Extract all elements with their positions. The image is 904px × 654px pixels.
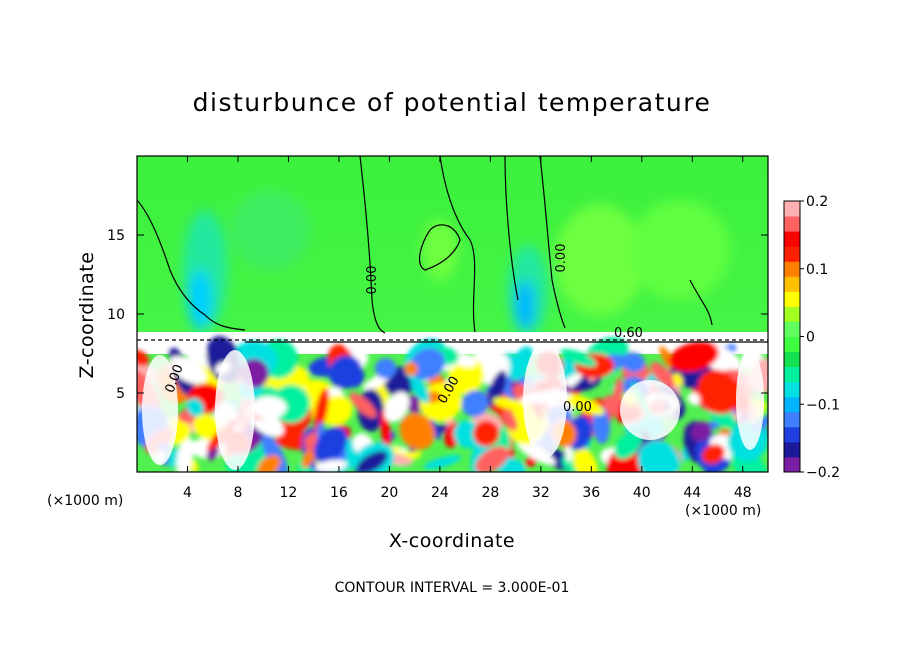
upper-layer-anomalies [183,190,730,335]
x-tick-label: 32 [532,485,550,501]
lower-layer-cell [523,342,567,458]
colorbar-segment [784,426,800,443]
x-tick-label: 4 [183,485,192,501]
colorbar-segment [784,246,800,262]
contour-label: 0.00 [554,244,569,273]
y-tick-label: 5 [116,386,125,402]
colorbar-segment [784,366,800,383]
colorbar-tick-label: 0.2 [806,194,828,210]
contour-interval-note: CONTOUR INTERVAL = 3.000E-01 [335,580,570,596]
x-tick-label: 8 [233,485,242,501]
lower-layer-cell [142,355,178,465]
colorbar-tick-label: −0.2 [806,465,840,481]
x-tick-label: 44 [683,485,701,501]
colorbar-tick-label: 0 [806,330,815,346]
x-tick-label: 12 [280,485,298,501]
plot-area [137,156,768,472]
colorbar-tick-label: −0.1 [806,397,840,413]
colorbar [783,200,801,473]
contour-lines [137,156,768,343]
x-tick-label: 48 [734,485,752,501]
colorbar-segment [784,381,800,398]
contour-label: 0.60 [614,326,643,341]
colorbar-segment [784,396,800,413]
colorbar-segment [784,321,800,337]
y-axis: 5 10 15 [107,228,768,402]
colorbar-tick-label: 0.1 [806,262,828,278]
contour-label: 0.00 [563,400,592,415]
x-tick-label: 36 [582,485,600,501]
colorbar-segment [784,216,800,232]
x-unit-right: (×1000 m) [685,503,761,519]
lower-layer-cell [215,350,255,470]
colorbar-segment [784,276,800,292]
contour-label: 0.00 [365,266,380,295]
colorbar-segment [784,411,800,428]
lower-layer-cell [620,380,680,440]
colorbar-segment [784,351,800,368]
x-tick-label: 24 [431,485,449,501]
x-tick-label: 16 [330,485,348,501]
x-axis-title: X-coordinate [389,530,515,552]
colorbar-segment [784,336,800,353]
lower-layer-cell [736,350,764,450]
lower-layer-field [137,335,768,472]
colorbar-ticks: 0.2 0.1 0 −0.1 −0.2 [800,194,840,481]
x-axis: 4 8 12 16 20 24 28 32 36 40 44 48 [183,156,752,501]
y-axis-title: Z-coordinate [76,252,98,379]
colorbar-segment [784,441,800,458]
chart-title: disturbunce of potential temperature [193,88,712,117]
colorbar-segment [784,261,800,277]
x-tick-label: 40 [633,485,651,501]
x-tick-label: 28 [481,485,499,501]
y-tick-label: 10 [107,307,125,323]
colorbar-segment [784,306,800,322]
colorbar-segment [784,231,800,247]
colorbar-segment [784,456,800,473]
x-unit-left: (×1000 m) [47,493,123,509]
colorbar-segment [784,291,800,307]
y-tick-label: 15 [107,228,125,244]
x-tick-label: 20 [380,485,398,501]
colorbar-segment [784,201,800,217]
